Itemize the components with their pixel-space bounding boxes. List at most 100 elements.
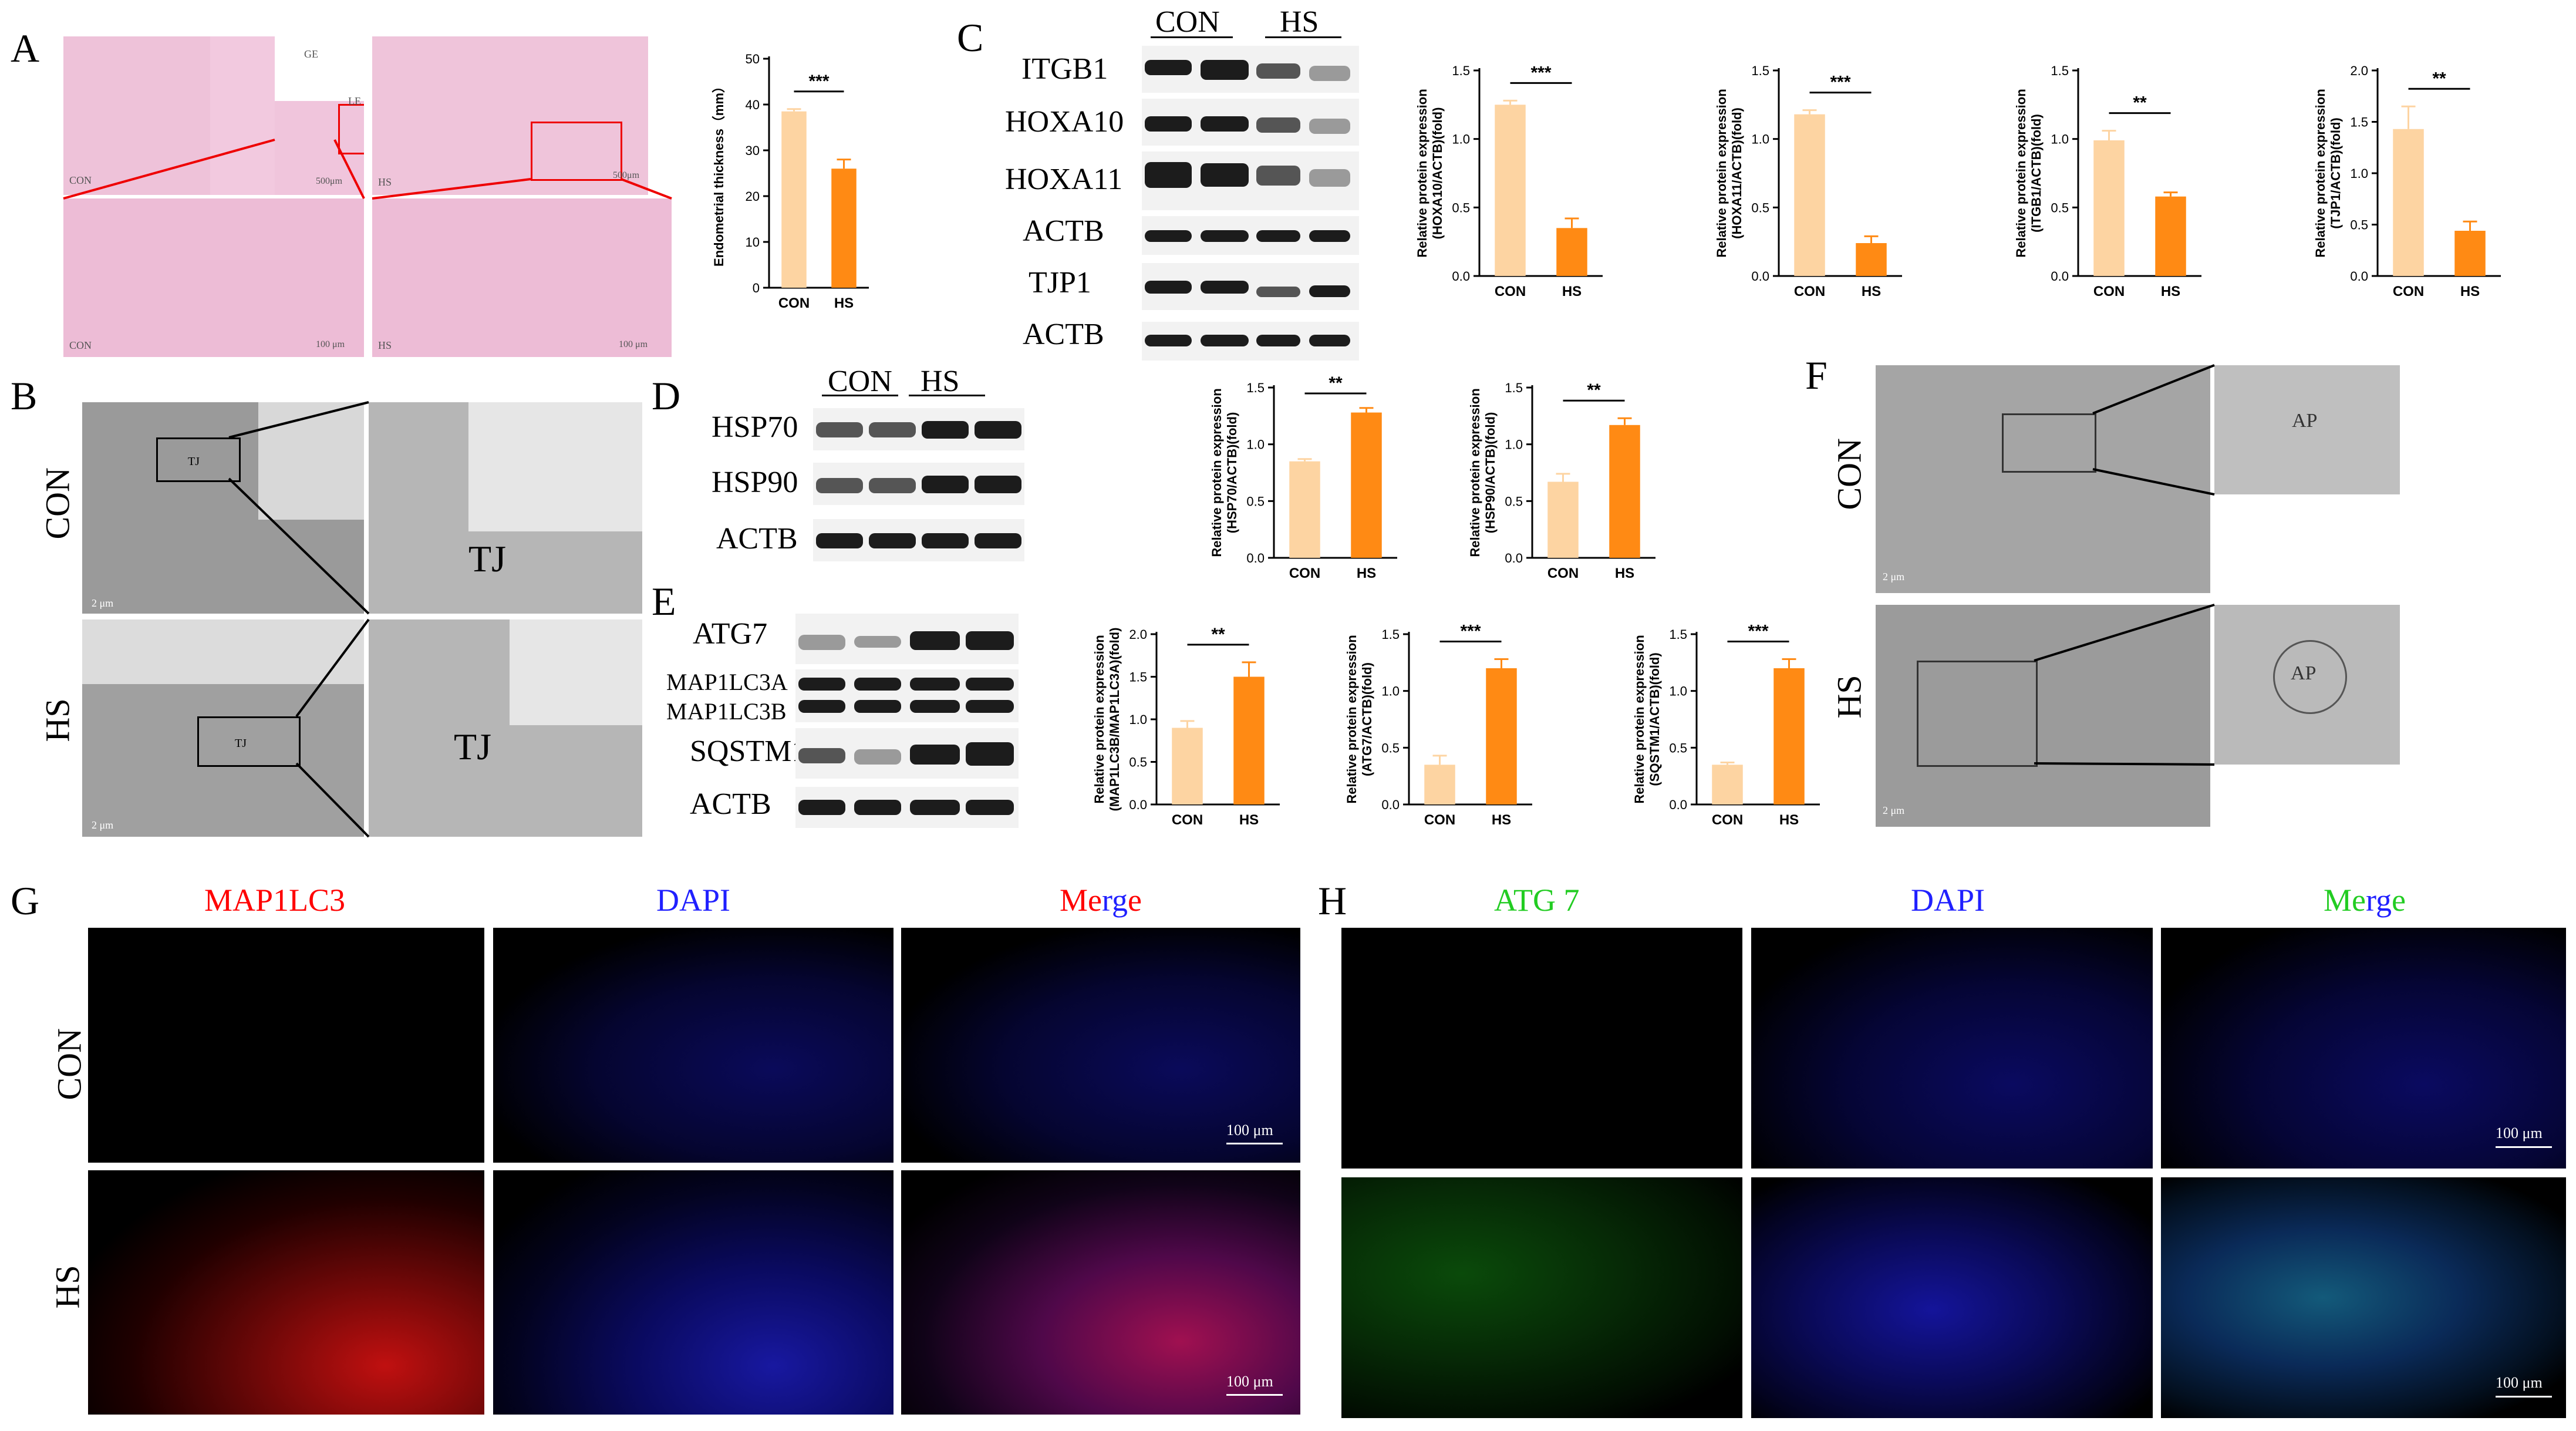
bar — [1289, 461, 1320, 558]
y-axis-label: Relative protein expression(ATG7/ACTB)(f… — [1344, 635, 1374, 803]
label-ap: AP — [2292, 410, 2318, 432]
zoom-box — [1917, 661, 2038, 767]
y-tick-label: 2.0 — [2350, 63, 2368, 78]
chart-atg7: 0.0 0.5 1.0 1.5 Relative protein expression(… — [1344, 622, 1532, 828]
scale-bar-label: 100 μm — [1226, 1373, 1273, 1390]
panel-label-d: D — [652, 373, 681, 418]
y-tick-label: 20 — [746, 189, 760, 204]
y-tick-label: 0.0 — [1751, 269, 1769, 284]
x-tick-label: HS — [1562, 284, 1582, 299]
significance-label: *** — [808, 72, 829, 91]
y-tick-label: 1.5 — [1751, 63, 1769, 78]
blot-actb — [1142, 216, 1359, 255]
blot-hoxa10 — [1142, 99, 1359, 146]
zoom-box — [531, 122, 622, 181]
label-ge: GE — [304, 48, 318, 60]
group-underline — [909, 395, 985, 396]
scale-bar-label: 100 μm — [316, 339, 345, 349]
channel-label-atg7: ATG 7 — [1494, 883, 1580, 918]
em-image-con-high: TJ — [369, 402, 642, 614]
scale-bar-label: 500μm — [316, 176, 343, 186]
blot-itgb1 — [1142, 46, 1359, 93]
panel-label-g: G — [11, 878, 40, 923]
y-tick-label: 1.5 — [1129, 670, 1147, 685]
wb-label-sqstm1: SQSTM1 — [690, 735, 807, 768]
y-axis-label: Relative protein expression(HSP70/ACTB)(… — [1209, 388, 1239, 557]
em-image-con-high: AP — [2214, 365, 2400, 494]
wb-label-hsp70: HSP70 — [712, 410, 798, 444]
scale-bar-label: 100 μm — [619, 339, 648, 349]
blot-actb — [813, 519, 1024, 561]
y-tick-label: 1.5 — [2350, 115, 2368, 130]
y-tick-label: 1.5 — [1505, 381, 1523, 395]
blot-tjp1 — [1142, 263, 1359, 310]
y-axis-label: Relative protein expression(HOXA11/ACTB)… — [1714, 89, 1744, 257]
wb-label-atg7: ATG7 — [693, 617, 768, 651]
y-axis-label: Endometrial thickness（mm） — [712, 80, 726, 267]
x-tick-label: CON — [1424, 812, 1455, 828]
blot-atg7 — [795, 614, 1019, 664]
em-image-hs-low: TJ 2 μm — [82, 619, 364, 837]
y-axis-label: Relative protein expression(HSP90/ACTB)(… — [1468, 388, 1498, 557]
wb-label-hoxa11: HOXA11 — [1005, 163, 1123, 196]
y-tick-label: 1.0 — [1751, 132, 1769, 147]
if-hs-dapi — [1751, 1177, 2153, 1418]
channel-label-dapi: DAPI — [656, 883, 731, 918]
y-tick-label: 0.5 — [1751, 200, 1769, 215]
chart-itgb1: 0.0 0.5 1.0 1.5 Relative protein expression(… — [2014, 63, 2201, 299]
label-tj: TJ — [468, 538, 506, 580]
scale-bar-label: 500μm — [613, 170, 640, 180]
bar — [1172, 728, 1203, 804]
x-tick-label: CON — [778, 295, 810, 311]
group-underline — [1151, 36, 1233, 38]
group-underline — [1265, 36, 1341, 38]
if-con-merge: 100 μm — [901, 928, 1300, 1163]
bar — [1794, 114, 1825, 276]
chart-tjp1: 0.0 0.5 1.0 1.5 2.0 Relative protein expressi… — [2313, 63, 2501, 299]
em-image-con-low: 2 μm — [1876, 365, 2210, 593]
group-hs: HS — [1280, 5, 1319, 39]
significance-label: ** — [1329, 373, 1343, 393]
bar — [1486, 668, 1517, 804]
bar — [1773, 668, 1805, 804]
y-tick-label: 1.0 — [1669, 684, 1687, 699]
zoom-box — [338, 104, 364, 154]
y-tick-label: 1.0 — [1452, 132, 1470, 147]
y-tick-label: 0.0 — [1505, 551, 1523, 565]
y-tick-label: 1.0 — [2350, 166, 2368, 181]
x-tick-label: HS — [2161, 284, 2180, 299]
x-tick-label: HS — [1239, 812, 1259, 828]
he-image-con-high: CON 100 μm — [63, 198, 364, 357]
y-tick-label: 1.0 — [1381, 684, 1400, 699]
wb-label-hoxa10: HOXA10 — [1005, 105, 1124, 139]
scale-bar-label: 2 μm — [92, 597, 114, 609]
scale-bar-label: 100 μm — [2496, 1124, 2543, 1142]
y-tick-label: 30 — [746, 143, 760, 158]
y-tick-label: 10 — [746, 235, 760, 250]
chart-sqstm1: 0.0 0.5 1.0 1.5 Relative protein expression(… — [1632, 622, 1820, 828]
y-tick-label: 1.5 — [1452, 63, 1470, 78]
significance-label: *** — [1830, 73, 1850, 92]
y-tick-label: 0.0 — [2051, 269, 2069, 284]
label-ap: AP — [2291, 662, 2317, 684]
blot-actb-2 — [1142, 322, 1359, 361]
bar — [1609, 425, 1640, 558]
if-hs-merge: 100 μm — [901, 1170, 1300, 1415]
chart-endometrial-thickness: 0 10 20 30 40 50 Endometrial thickness（mm） CON H… — [712, 52, 869, 311]
y-tick-label: 0.0 — [1381, 797, 1400, 812]
if-con-merge: 100 μm — [2161, 928, 2566, 1169]
blot-hsp70 — [813, 408, 1024, 450]
wb-label-actb: ACTB — [716, 522, 798, 555]
chart-hsp90: 0.0 0.5 1.0 1.5 Relative protein expression(… — [1468, 381, 1655, 581]
em-image-hs-high: AP — [2214, 605, 2400, 765]
x-tick-label: CON — [2093, 284, 2125, 299]
y-axis-label: Relative protein expression(MAP1LC3B/MAP… — [1092, 628, 1122, 812]
significance-label: *** — [1460, 622, 1481, 641]
y-tick-label: 1.5 — [2051, 63, 2069, 78]
scale-bar — [2496, 1146, 2552, 1148]
bar — [1712, 765, 1743, 804]
x-tick-label: HS — [1779, 812, 1799, 828]
x-tick-label: HS — [834, 295, 854, 311]
panel-label-a: A — [11, 26, 40, 70]
